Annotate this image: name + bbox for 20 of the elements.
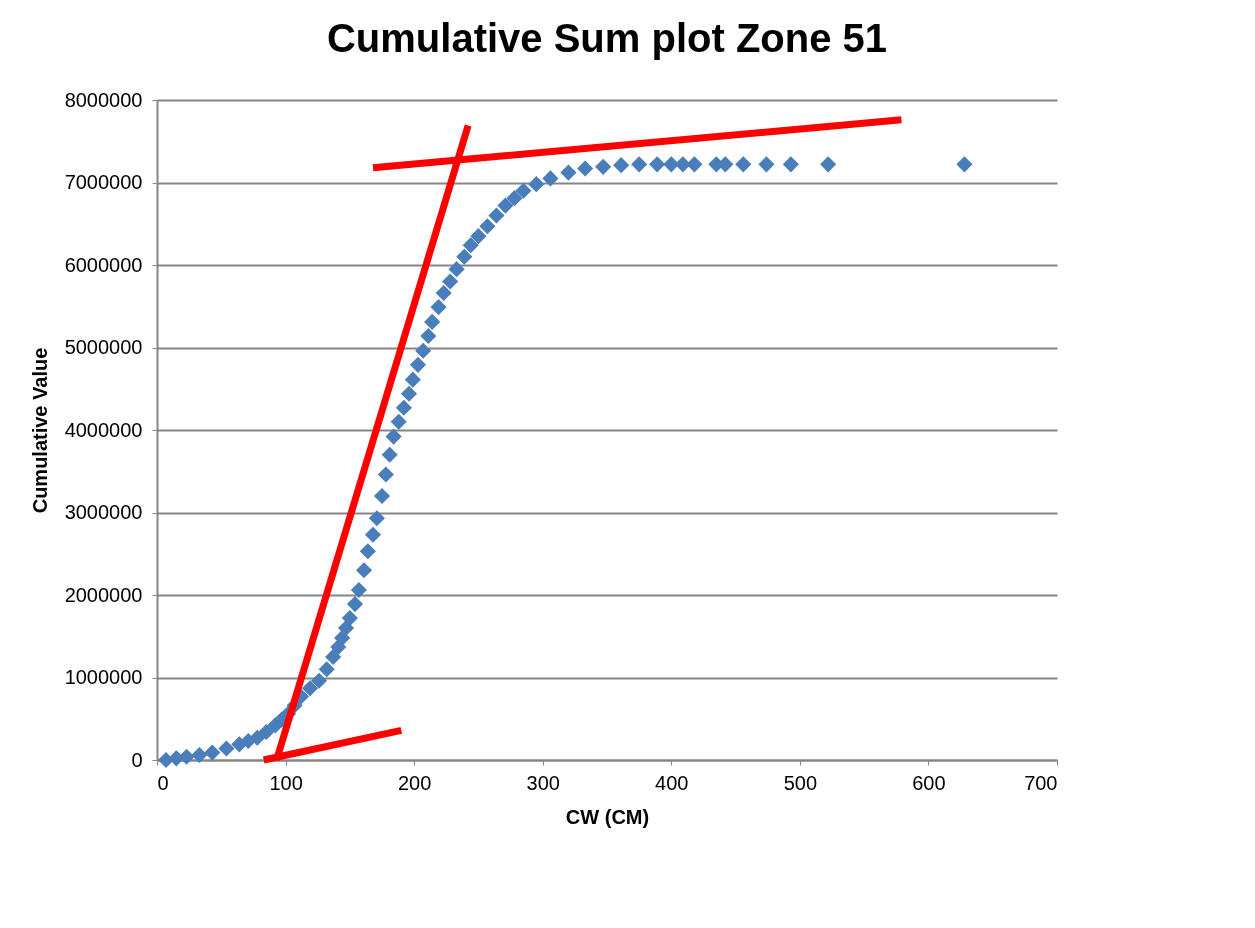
- y-tick-label: 7000000: [64, 171, 143, 193]
- x-tick-label: 100: [269, 771, 303, 794]
- x-tick-label: 600: [912, 771, 946, 794]
- chart-title: Cumulative Sum plot Zone 51: [326, 16, 888, 60]
- y-tick-label: 0: [131, 748, 143, 771]
- y-tick-label: 8000000: [64, 88, 143, 111]
- y-tick-label: 3000000: [64, 501, 143, 523]
- x-tick-label: 700: [1024, 771, 1058, 794]
- x-tick-label: 400: [655, 771, 689, 794]
- y-tick-label: 6000000: [64, 253, 143, 276]
- y-tick-label: 4000000: [64, 418, 143, 441]
- x-tick-label: 300: [526, 771, 560, 794]
- y-tick-label: 1000000: [64, 666, 143, 688]
- x-tick-label: 200: [397, 771, 432, 794]
- x-axis-title: CW (CM): [565, 805, 650, 828]
- y-tick-label: 2000000: [64, 583, 143, 606]
- x-tick-label: 0: [157, 771, 169, 794]
- y-axis-title: Cumulative Value: [28, 347, 51, 514]
- y-tick-label: 5000000: [64, 336, 143, 358]
- x-tick-label: 500: [783, 771, 818, 794]
